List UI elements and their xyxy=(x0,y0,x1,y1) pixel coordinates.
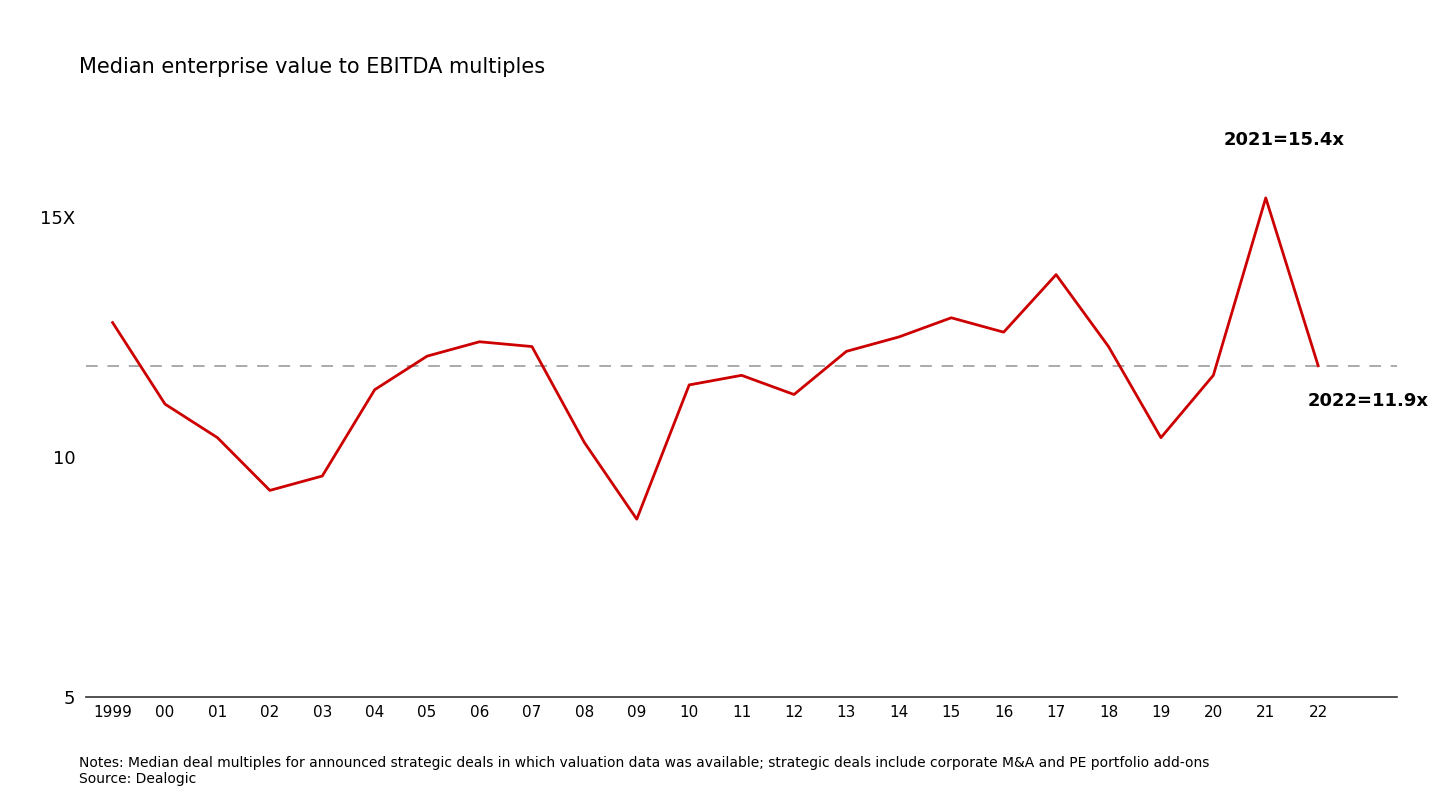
Text: Median enterprise value to EBITDA multiples: Median enterprise value to EBITDA multip… xyxy=(79,57,546,77)
Text: 2022=11.9x: 2022=11.9x xyxy=(1308,393,1428,411)
Text: Notes: Median deal multiples for announced strategic deals in which valuation da: Notes: Median deal multiples for announc… xyxy=(79,756,1210,786)
Text: 2021=15.4x: 2021=15.4x xyxy=(1224,131,1345,149)
